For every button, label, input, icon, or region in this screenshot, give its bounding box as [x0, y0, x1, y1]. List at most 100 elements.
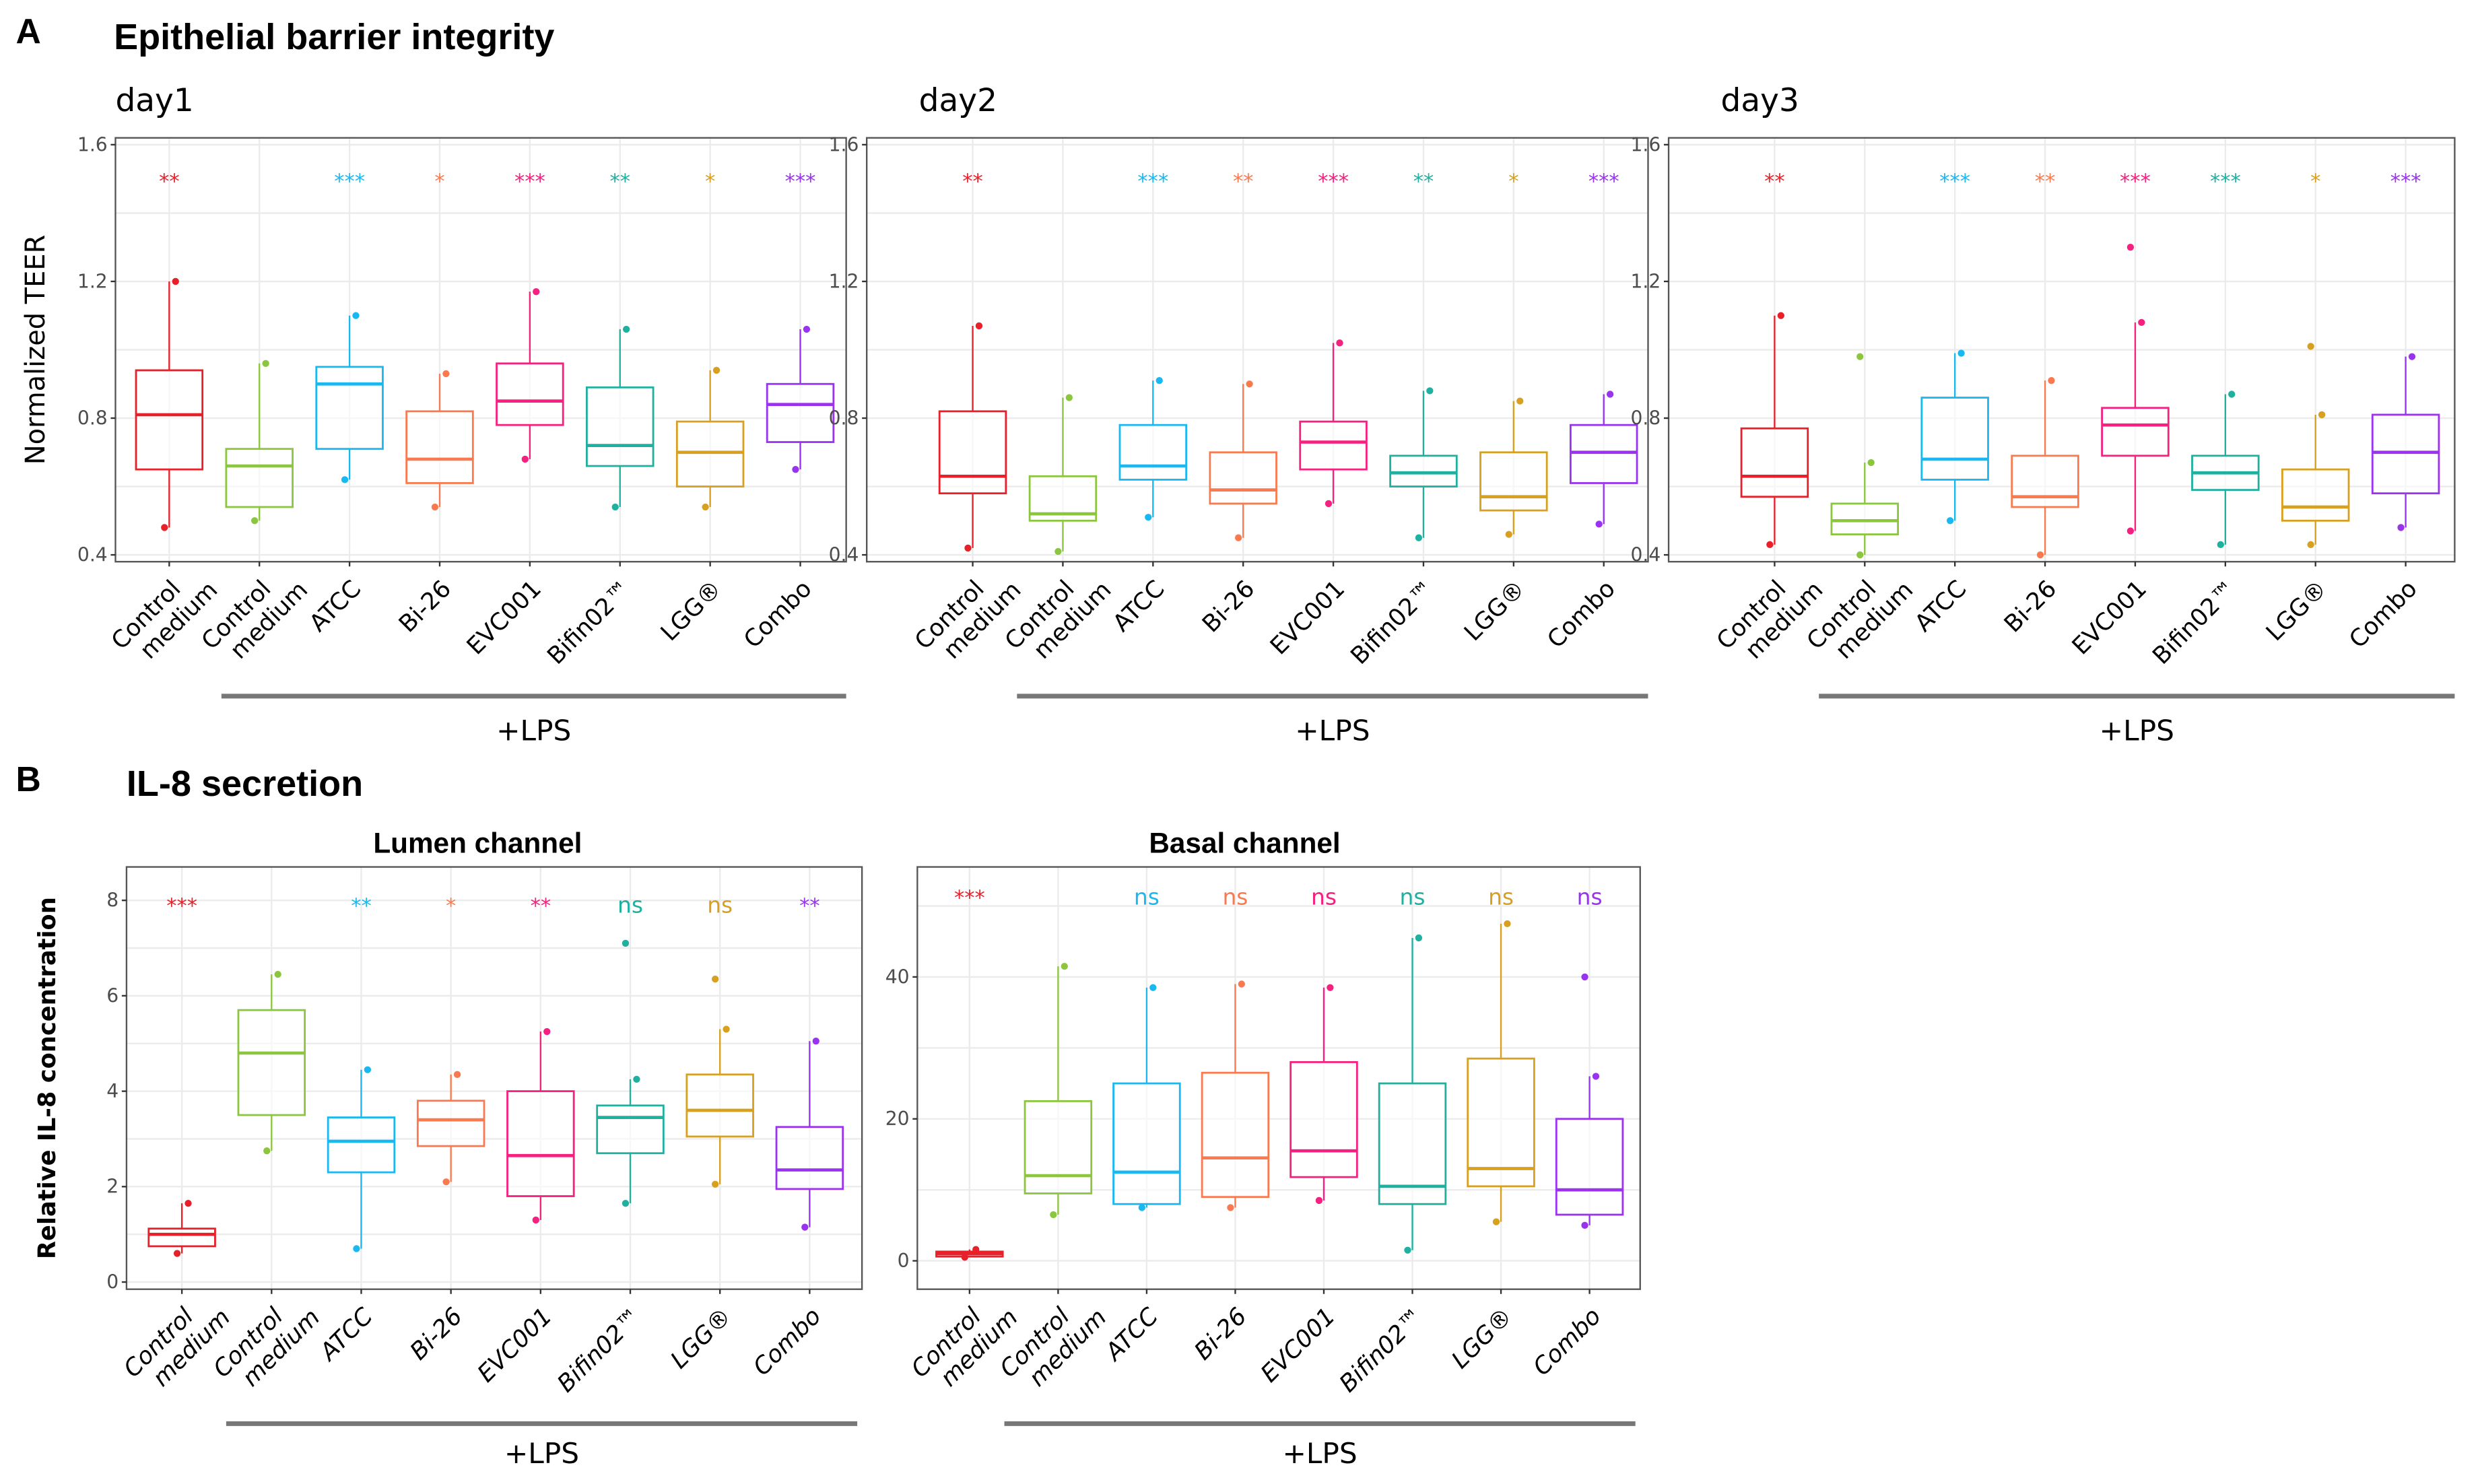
box-iqr — [1118, 424, 1188, 481]
x-tick-label-line: ATCC — [314, 1302, 378, 1367]
data-point — [2138, 318, 2145, 327]
box-6 — [2281, 343, 2350, 549]
box-7 — [1570, 391, 1638, 528]
significance-marker: *** — [1588, 170, 1619, 194]
box-iqr — [938, 410, 1007, 495]
data-point — [1246, 380, 1253, 388]
x-tick-label-line: Bifin02™ — [552, 1302, 647, 1397]
significance-marker: ns — [617, 892, 643, 918]
box-2 — [315, 312, 384, 483]
chart-panel: Basal channel 0 20 40 Controlmedium *** Contro… — [885, 827, 1641, 1470]
box-iqr — [1201, 1071, 1270, 1199]
significance-marker: ** — [799, 895, 820, 918]
data-point — [1238, 980, 1246, 988]
data-point — [1065, 394, 1073, 401]
data-point — [442, 370, 450, 378]
data-point — [352, 312, 360, 319]
data-point — [711, 975, 719, 983]
data-point — [1061, 962, 1068, 970]
box-3 — [416, 1071, 485, 1186]
x-tick-label: EVC001 — [472, 1302, 558, 1388]
data-point — [543, 1027, 551, 1036]
data-point — [172, 277, 179, 285]
x-tick-label-line: LGG® — [1459, 575, 1531, 646]
significance-marker: *** — [514, 170, 545, 194]
data-point — [803, 325, 811, 333]
box-0 — [1740, 312, 1809, 549]
data-point — [972, 1246, 980, 1253]
y-tick-label: 0.8 — [829, 407, 859, 429]
box-5 — [586, 325, 655, 511]
box-3 — [1201, 980, 1270, 1211]
box-1 — [1024, 962, 1093, 1219]
box-1 — [1028, 394, 1098, 555]
x-tick-label: Bi-26 — [1197, 575, 1261, 638]
y-tick-label: 20 — [885, 1108, 910, 1130]
significance-marker: ns — [1311, 884, 1337, 910]
box-iqr — [225, 448, 294, 508]
x-tick-label-line: ATCC — [1108, 575, 1170, 638]
panel-b-letter: B — [15, 760, 40, 799]
data-point — [533, 288, 540, 296]
data-point — [1426, 387, 1434, 395]
significance-marker: ** — [1764, 170, 1785, 194]
box-iqr — [1555, 1118, 1624, 1216]
box-2 — [327, 1066, 396, 1252]
data-point — [622, 939, 630, 947]
chart-panel: day2 0.4 0.8 1.2 1.6 Controlmedium ** Controlme… — [829, 82, 1649, 747]
y-axis-label: Relative IL-8 concentration — [34, 897, 61, 1259]
data-point — [961, 1254, 968, 1261]
lps-label: +LPS — [496, 714, 571, 747]
x-tick-label: Combo — [748, 1302, 827, 1381]
x-tick-label: ATCC — [1108, 575, 1170, 638]
box-iqr — [1289, 1061, 1358, 1178]
significance-marker: * — [446, 895, 456, 918]
y-tick-label: 0.4 — [77, 543, 108, 566]
y-tick-label: 8 — [106, 889, 119, 912]
box-iqr — [675, 420, 745, 487]
x-tick-label: Bifin02™ — [2147, 575, 2242, 670]
panel-title: day3 — [1721, 82, 1799, 119]
x-tick-label-line: Combo — [2344, 575, 2423, 654]
data-point — [633, 1075, 640, 1083]
x-tick-label: Controlmedium — [906, 1285, 1023, 1402]
x-tick-label-line: ATCC — [1910, 575, 1972, 638]
x-tick-label-line: Combo — [748, 1302, 827, 1381]
data-point — [1234, 534, 1242, 541]
box-iqr — [2371, 413, 2440, 495]
box-iqr — [596, 1104, 665, 1155]
y-tick-label: 0 — [898, 1250, 910, 1272]
y-tick-label: 1.6 — [829, 133, 859, 156]
lps-label: +LPS — [504, 1437, 579, 1470]
significance-marker: *** — [785, 170, 816, 194]
x-tick-label: Combo — [1528, 1302, 1607, 1381]
significance-marker: ns — [1134, 884, 1160, 910]
box-iqr — [1112, 1082, 1181, 1205]
x-tick-label-line: Bi-26 — [1189, 1302, 1252, 1365]
data-point — [964, 544, 972, 552]
box-iqr — [405, 410, 474, 484]
data-point — [2048, 377, 2055, 384]
data-point — [1325, 500, 1333, 508]
x-tick-label-line: EVC001 — [2067, 575, 2152, 661]
data-point — [532, 1216, 539, 1224]
box-iqr — [2101, 407, 2170, 457]
panel-a-letter: A — [15, 11, 40, 50]
data-point — [1777, 312, 1784, 319]
significance-marker: ** — [2035, 170, 2056, 194]
box-6 — [1467, 920, 1535, 1225]
y-tick-label: 1.2 — [829, 270, 859, 292]
x-tick-label-line: ATCC — [304, 575, 367, 638]
box-6 — [1479, 397, 1548, 538]
box-iqr — [1830, 502, 1900, 536]
x-tick-label-line: Bifin02™ — [542, 575, 637, 670]
y-tick-label: 1.6 — [1630, 133, 1661, 156]
significance-marker: ns — [1577, 884, 1603, 910]
panel-a-title: Epithelial barrier integrity — [114, 17, 554, 57]
significance-marker: ** — [962, 170, 983, 194]
x-tick-label: Bifin02™ — [542, 575, 637, 670]
box-iqr — [1570, 424, 1638, 484]
panel-b-title: IL-8 secretion — [127, 764, 363, 804]
chart-panel: Lumen channel 0 2 4 6 8 Relative IL-8 concentr… — [34, 827, 863, 1470]
box-5 — [1389, 387, 1458, 541]
